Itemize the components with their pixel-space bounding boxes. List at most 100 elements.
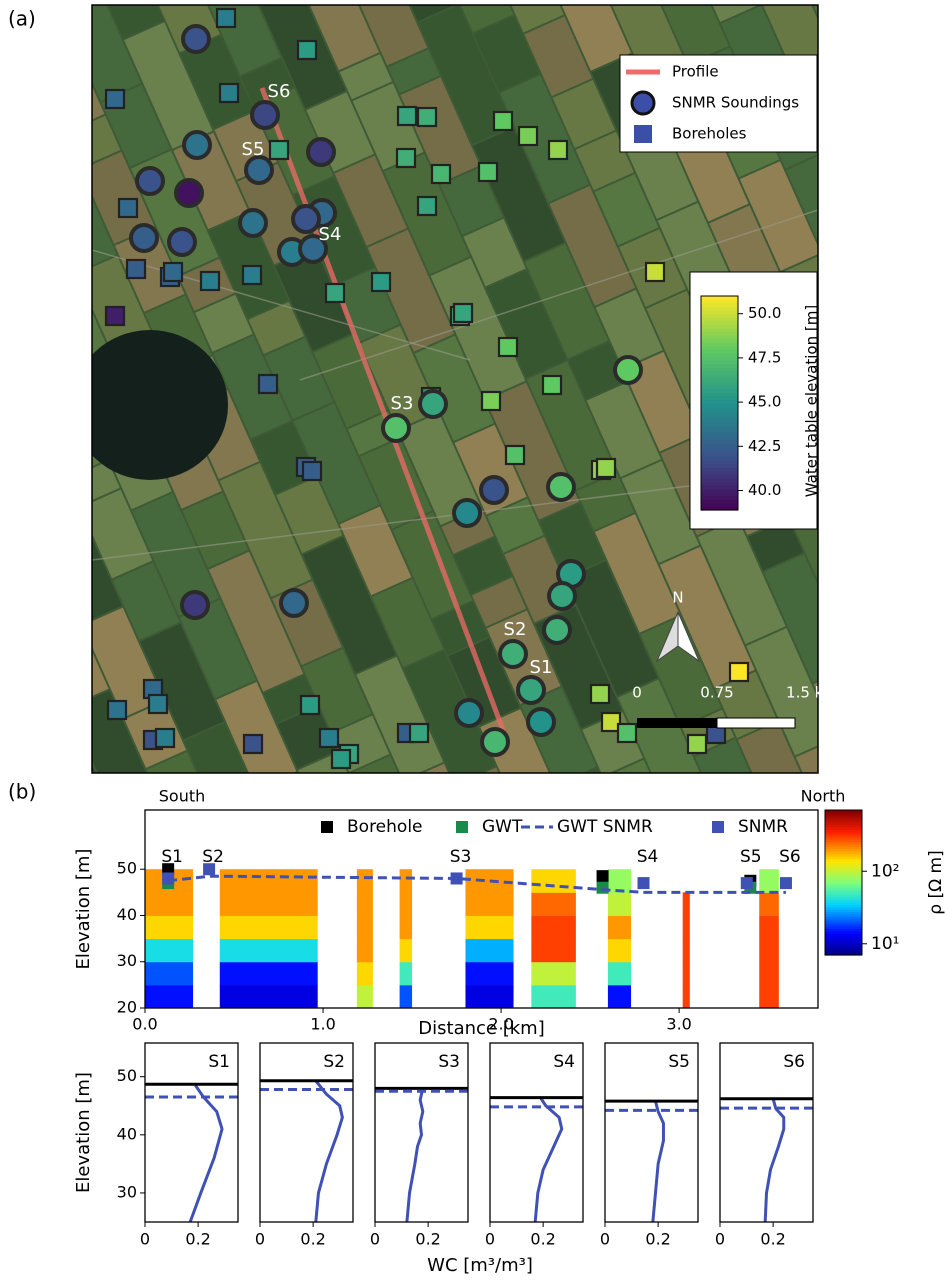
y-tick-label: 40 <box>117 1124 137 1143</box>
resistivity-cell <box>465 915 514 940</box>
resistivity-cell <box>219 892 318 916</box>
field <box>650 5 729 64</box>
x-tick-label: 1.0 <box>310 1015 335 1034</box>
field <box>894 56 945 127</box>
borehole-marker <box>497 336 519 358</box>
borehole-marker <box>147 693 169 715</box>
field <box>576 473 635 531</box>
snmr-marker <box>291 204 321 234</box>
colorbar-step <box>701 335 738 340</box>
resistivity-cell <box>531 938 576 963</box>
colorbar-step <box>701 374 738 379</box>
borehole-marker <box>541 374 563 396</box>
field <box>241 59 294 105</box>
resistivity-cell <box>356 915 373 940</box>
resistivity-cell <box>465 938 514 963</box>
field <box>339 54 393 100</box>
colorbar-step <box>701 399 738 404</box>
resistivity-cell <box>399 961 413 986</box>
snmr-marker <box>546 472 576 502</box>
field <box>495 5 564 33</box>
legend-borehole <box>634 125 652 143</box>
field <box>386 949 475 1076</box>
colorbar-step <box>701 385 738 390</box>
field <box>334 268 400 342</box>
colorbar-step <box>825 899 862 903</box>
field <box>659 546 755 688</box>
wc-profile <box>651 1100 665 1223</box>
field <box>454 537 512 594</box>
field <box>92 5 141 101</box>
snmr-marker <box>381 413 411 443</box>
colorbar-step <box>825 889 862 893</box>
borehole-marker <box>547 139 569 161</box>
field <box>132 493 220 616</box>
field <box>594 514 680 633</box>
station-label: S2 <box>504 619 527 640</box>
colorbar-step <box>701 313 738 318</box>
resistivity-cell <box>759 938 779 963</box>
resistivity-cell <box>219 915 318 940</box>
colorbar-step <box>701 449 738 454</box>
field <box>92 151 155 244</box>
colorbar-step <box>825 950 862 954</box>
legend-square <box>456 821 468 833</box>
field <box>892 0 945 23</box>
colorbar-step <box>825 911 862 915</box>
field <box>124 22 213 149</box>
colorbar-tick-label: 47.5 <box>748 348 781 366</box>
y-axis-label: Elevation [m] <box>73 849 94 970</box>
scale-white <box>716 717 796 729</box>
colorbar-step <box>701 395 738 401</box>
borehole-marker <box>504 444 526 466</box>
field <box>547 5 632 71</box>
field <box>844 170 927 284</box>
colorbar-step <box>701 388 738 393</box>
colorbar-step <box>701 417 738 422</box>
field <box>861 0 934 72</box>
borehole-marker <box>330 748 352 770</box>
panel-title: S3 <box>438 1052 460 1072</box>
field <box>0 535 22 626</box>
field <box>432 602 489 655</box>
borehole-marker <box>595 457 617 479</box>
resistivity-cell <box>465 892 514 916</box>
field <box>356 656 444 773</box>
field <box>859 429 945 555</box>
snmr-marker <box>480 727 510 757</box>
field <box>871 116 944 207</box>
resistivity-cell <box>759 869 779 893</box>
resistivity-cell <box>531 892 576 916</box>
colorbar-step <box>825 880 862 884</box>
field <box>275 248 353 351</box>
snmr-marker <box>547 581 577 611</box>
colorbar-step <box>825 865 862 869</box>
colorbar-step <box>825 843 862 847</box>
axes-frame <box>489 1042 584 1223</box>
borehole-marker <box>241 264 263 286</box>
field <box>140 623 224 740</box>
field <box>298 752 361 773</box>
field <box>307 5 380 71</box>
colorbar-step <box>825 923 862 927</box>
field <box>890 612 945 676</box>
field <box>913 777 945 847</box>
colorbar-tick-label: 40.0 <box>748 481 781 499</box>
field <box>430 258 526 399</box>
resistivity-cell <box>145 984 194 1009</box>
field <box>4 318 74 402</box>
borehole-marker <box>296 39 318 61</box>
colorbar-step <box>825 812 862 816</box>
borehole-marker <box>106 699 128 721</box>
colorbar-step <box>825 938 862 942</box>
panel-label: (a) <box>8 7 36 31</box>
section-marker <box>162 863 175 876</box>
station-label: S1 <box>161 847 183 867</box>
field <box>441 508 494 554</box>
section-marker <box>450 872 463 885</box>
section-marker <box>203 863 216 876</box>
field <box>565 561 658 696</box>
section-marker <box>596 870 609 883</box>
resistivity-cell <box>399 892 413 916</box>
panel-title: S4 <box>553 1052 575 1072</box>
